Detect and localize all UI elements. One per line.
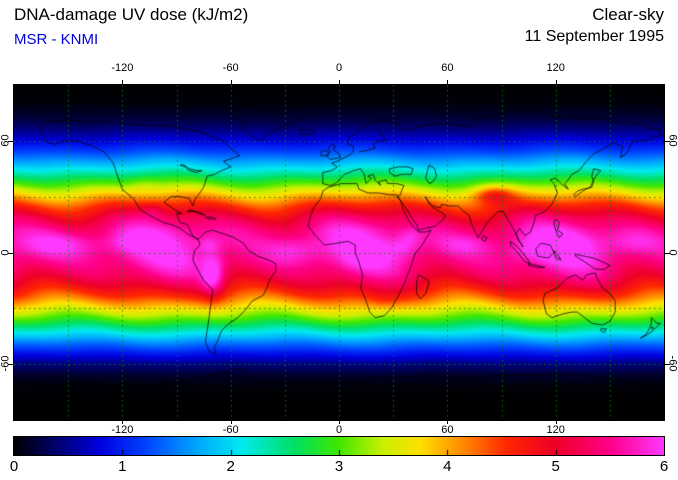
- colorbar-tick-label: 4: [443, 458, 452, 475]
- colorbar-tick-label: 3: [334, 458, 344, 475]
- lon-tick-mark-bottom: [122, 421, 123, 424]
- lon-tick-label-bottom: -120: [111, 424, 134, 436]
- page-title: DNA-damage UV dose (kJ/m2): [14, 5, 249, 24]
- lon-tick-mark-bottom: [231, 421, 232, 424]
- lon-tick-mark-top: [231, 80, 232, 84]
- lat-tick-mark-right: [665, 364, 670, 365]
- lon-tick-label-bottom: -60: [222, 424, 239, 436]
- condition-label: Clear-sky: [592, 5, 664, 24]
- lat-tick-mark-right: [665, 141, 670, 142]
- lat-tick-mark-left: [8, 253, 13, 254]
- lon-tick-mark-bottom: [339, 421, 340, 424]
- colorbar-tick-label: 2: [226, 458, 235, 475]
- lon-tick-label-top: -60: [222, 62, 239, 74]
- colorbar: [13, 436, 665, 456]
- lon-tick-label-bottom: 60: [441, 424, 454, 436]
- colorbar-tick-label: 1: [118, 458, 127, 475]
- lon-tick-mark-bottom: [447, 421, 448, 424]
- lon-tick-mark-top: [122, 80, 123, 84]
- colorbar-tick-label: 6: [659, 458, 669, 475]
- lat-tick-mark-right: [665, 253, 670, 254]
- lat-tick-label-left: 0: [0, 248, 12, 256]
- lat-tick-mark-left: [8, 364, 13, 365]
- lon-tick-label-top: 120: [546, 62, 565, 74]
- lon-tick-mark-top: [556, 80, 557, 84]
- colorbar-tick-label: 5: [551, 458, 560, 475]
- lon-tick-label-top: 0: [335, 62, 343, 74]
- lat-tick-mark-left: [8, 141, 13, 142]
- lon-tick-mark-top: [339, 80, 340, 84]
- lon-tick-label-top: -120: [111, 62, 134, 74]
- lat-tick-label-right: 0: [666, 248, 678, 256]
- lon-tick-label-top: 60: [441, 62, 454, 74]
- date-label: 11 September 1995: [524, 28, 664, 45]
- colorbar-tick-label: 0: [9, 458, 19, 475]
- lon-tick-mark-bottom: [556, 421, 557, 424]
- map-plot: [13, 84, 665, 421]
- uv-dose-heatmap: [14, 85, 664, 420]
- lon-tick-mark-top: [447, 80, 448, 84]
- lon-tick-label-bottom: 120: [546, 424, 565, 436]
- colorbar-gradient: [14, 437, 664, 455]
- lon-tick-label-bottom: 0: [335, 424, 343, 436]
- source-label: MSR - KNMI: [14, 31, 99, 48]
